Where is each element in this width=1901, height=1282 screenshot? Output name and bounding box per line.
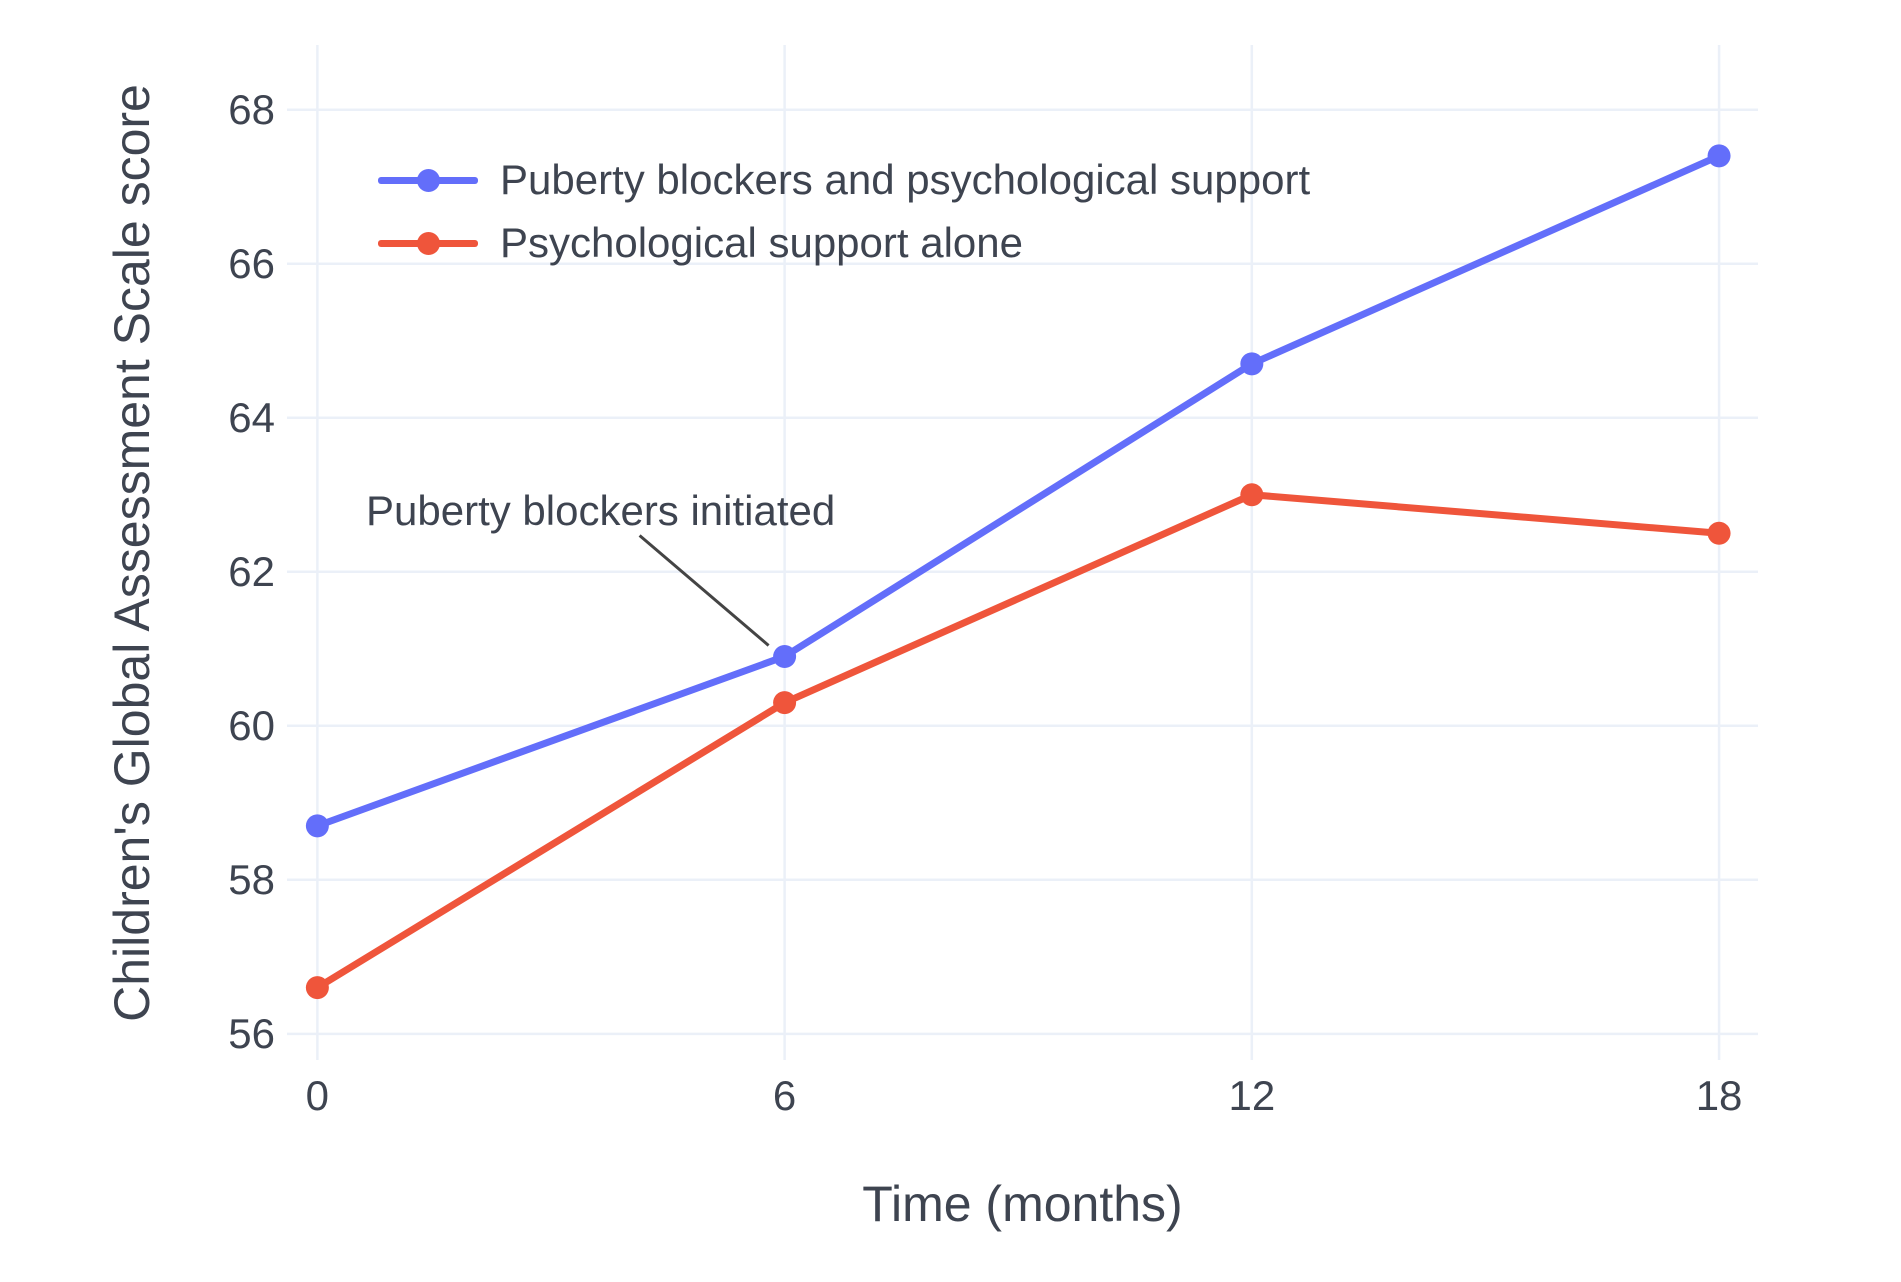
legend-item-puberty-blockers[interactable]: Puberty blockers and psychological suppo…: [378, 156, 1310, 204]
y-tick-label: 62: [228, 547, 275, 595]
x-tick-label: 6: [772, 1072, 797, 1119]
annotation-arrow: [638, 534, 770, 647]
y-axis-title: Children's Global Assessment Scale score: [104, 83, 160, 1022]
legend-label: Puberty blockers and psychological suppo…: [500, 156, 1311, 203]
legend-dot-icon: [417, 169, 440, 192]
legend-item-psychological-alone[interactable]: Psychological support alone: [378, 219, 1023, 267]
legend-label: Psychological support alone: [500, 219, 1023, 266]
data-point[interactable]: [305, 814, 329, 838]
data-point[interactable]: [305, 976, 329, 1000]
data-point[interactable]: [773, 691, 797, 715]
x-tick-label: 12: [1228, 1072, 1276, 1119]
data-point[interactable]: [1707, 144, 1731, 168]
y-tick-label: 60: [228, 701, 275, 749]
data-point[interactable]: [1240, 483, 1264, 507]
series-line-1: [313, 491, 1723, 992]
y-tick-label: 64: [228, 393, 275, 441]
annotation-text: Puberty blockers initiated: [366, 487, 836, 534]
legend-dot-icon: [417, 232, 440, 255]
data-point[interactable]: [1707, 521, 1731, 545]
series-line-0: [313, 152, 1723, 830]
y-tick-label: 58: [228, 855, 275, 903]
x-tick-label: 0: [305, 1072, 330, 1119]
x-axis-title: Time (months): [862, 1176, 1183, 1232]
y-tick-label: 68: [228, 85, 275, 133]
data-point[interactable]: [773, 644, 797, 668]
x-tick-label: 18: [1695, 1072, 1743, 1119]
legend-swatch-blue: [378, 156, 478, 204]
y-tick-label: 66: [228, 239, 275, 287]
y-tick-label: 56: [228, 1009, 275, 1057]
legend-swatch-red: [378, 219, 478, 267]
data-point[interactable]: [1240, 352, 1264, 376]
